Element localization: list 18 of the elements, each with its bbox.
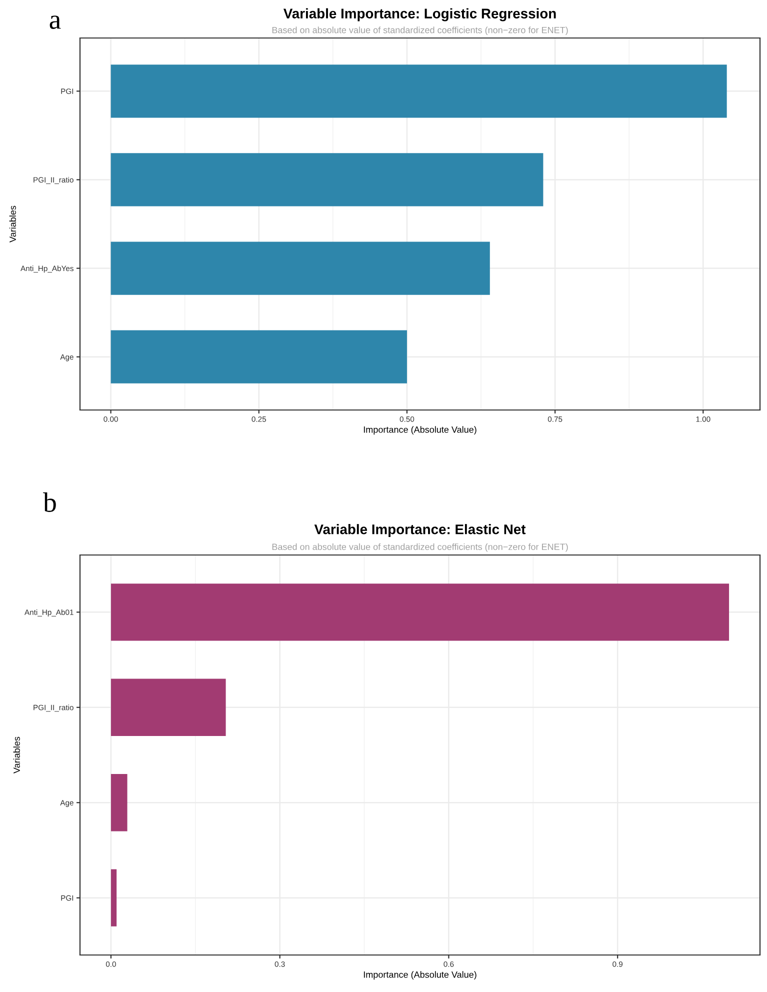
bar xyxy=(110,774,128,832)
chart-subtitle: Based on absolute value of standardized coefficients (non−zero for ENET) xyxy=(272,26,568,36)
y-axis-title: Variables xyxy=(9,206,16,242)
bar xyxy=(110,584,730,641)
text: a xyxy=(50,16,61,29)
bar xyxy=(110,678,226,736)
chart-subtitle: Based on absolute value of standardized coefficients (non−zero for ENET) xyxy=(272,543,568,552)
x-axis-title: Importance (Absolute Value) xyxy=(364,426,476,435)
y-axis-title: Variables xyxy=(13,736,20,774)
text: b xyxy=(43,492,56,512)
bar xyxy=(110,242,490,295)
bar xyxy=(110,153,544,206)
bar xyxy=(110,869,117,926)
chart-title: Variable Importance: Elastic Net xyxy=(314,524,526,537)
bar xyxy=(110,330,407,384)
x-axis-title: Importance (Absolute Value) xyxy=(364,971,476,980)
chart-title: Variable Importance: Logistic Regression xyxy=(283,8,556,22)
bar xyxy=(110,64,727,118)
